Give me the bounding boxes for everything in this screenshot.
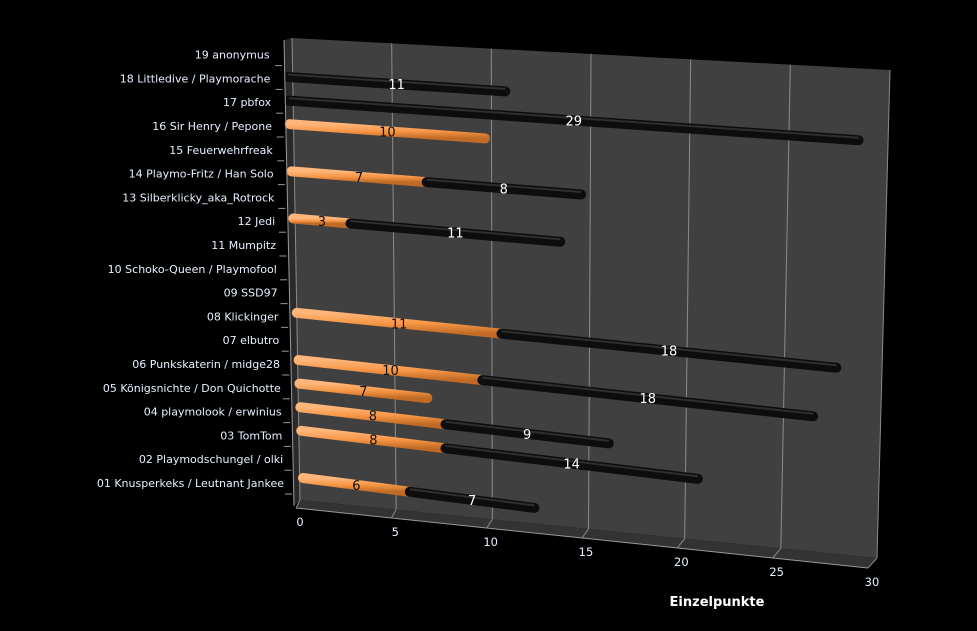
bar-highlight bbox=[426, 178, 582, 193]
category-label: 14 Playmo-Fritz / Han Solo bbox=[129, 168, 274, 181]
category-label: 11 Mumpitz bbox=[211, 239, 276, 252]
bar-series1 bbox=[294, 378, 433, 404]
category-label: 02 Playmodschungel / olki bbox=[139, 453, 283, 466]
data-label: 14 bbox=[563, 458, 580, 473]
category-label: 10 Schoko-Queen / Playmofool bbox=[108, 263, 277, 276]
bar-highlight bbox=[350, 220, 561, 241]
bar-series1 bbox=[295, 402, 451, 430]
bar-series1 bbox=[296, 425, 451, 454]
x-tick-label: 15 bbox=[579, 545, 594, 559]
category-label: 15 Feuerwehrfreak bbox=[169, 144, 273, 157]
data-label: 8 bbox=[369, 410, 377, 425]
data-label: 7 bbox=[359, 385, 367, 400]
category-label: 13 Silberklicky_aka_Rotrock bbox=[122, 191, 275, 204]
data-label: 18 bbox=[661, 345, 678, 360]
x-tick-label: 5 bbox=[392, 525, 399, 539]
x-tick-label: 0 bbox=[296, 515, 303, 529]
x-tick-label: 30 bbox=[865, 575, 880, 589]
category-label: 07 elbutro bbox=[223, 334, 280, 347]
data-label: 29 bbox=[565, 114, 582, 129]
bar-series2 bbox=[440, 443, 703, 484]
floor-gridline bbox=[581, 528, 589, 539]
x-axis-line bbox=[295, 507, 869, 569]
gridline bbox=[876, 69, 891, 559]
category-label: 17 pbfox bbox=[223, 96, 272, 109]
data-label: 10 bbox=[379, 125, 396, 140]
bar-series2 bbox=[421, 177, 587, 200]
bar-highlight bbox=[287, 73, 506, 90]
gridline bbox=[684, 59, 692, 539]
bar-series2 bbox=[496, 328, 842, 373]
floor-gridline bbox=[486, 519, 493, 529]
data-label: 10 bbox=[382, 364, 399, 379]
bar-series1 bbox=[291, 307, 507, 339]
gridline bbox=[291, 37, 301, 501]
category-label: 03 TomTom bbox=[220, 429, 282, 442]
gridline bbox=[780, 64, 791, 549]
bar-highlight bbox=[482, 376, 814, 415]
gridline bbox=[391, 43, 397, 510]
bar-series1 bbox=[284, 119, 491, 144]
data-label: 6 bbox=[352, 479, 360, 494]
data-label: 8 bbox=[369, 434, 377, 449]
bar-highlight bbox=[409, 488, 535, 507]
category-label: 08 Klickinger bbox=[207, 310, 279, 323]
y-axis-line bbox=[283, 39, 295, 507]
data-label: 18 bbox=[639, 392, 656, 407]
data-label: 9 bbox=[523, 428, 531, 443]
bar-highlight bbox=[288, 97, 859, 139]
category-label: 01 Knusperkeks / Leutnant Jankee bbox=[97, 477, 284, 490]
bar-highlight bbox=[501, 330, 837, 367]
data-label: 11 bbox=[447, 227, 464, 242]
data-label: 8 bbox=[500, 182, 508, 197]
side-wall bbox=[284, 38, 300, 506]
bar-series1 bbox=[298, 473, 415, 497]
gridline bbox=[490, 48, 493, 520]
bar-series2 bbox=[477, 375, 819, 422]
category-label: 09 SSD97 bbox=[224, 287, 278, 300]
bar-highlight bbox=[445, 420, 609, 442]
bar-series1 bbox=[286, 166, 432, 188]
bar-series2 bbox=[404, 486, 540, 513]
x-tick-label: 20 bbox=[674, 555, 689, 569]
category-label: 05 Königsnichte / Don Quichotte bbox=[103, 382, 281, 395]
bar-series1 bbox=[293, 355, 488, 386]
category-label: 06 Punkskaterin / midge28 bbox=[132, 358, 280, 371]
floor bbox=[296, 500, 877, 568]
category-label: 18 Littledive / Playmorache bbox=[120, 72, 271, 85]
bar-series2 bbox=[440, 419, 614, 449]
data-label: 11 bbox=[391, 317, 408, 332]
data-label: 7 bbox=[468, 494, 476, 509]
x-tick-label: 25 bbox=[769, 565, 784, 579]
data-label: 3 bbox=[318, 215, 326, 230]
floor-gridline bbox=[390, 509, 397, 519]
bar-series2 bbox=[345, 218, 566, 247]
category-label: 16 Sir Henry / Pepone bbox=[152, 120, 272, 133]
floor-gridline bbox=[772, 548, 782, 559]
bar-series2 bbox=[283, 72, 511, 97]
category-label: 12 Jedi bbox=[238, 215, 276, 228]
bar-series2 bbox=[283, 95, 864, 146]
gridline bbox=[588, 53, 592, 530]
category-label: 04 playmolook / erwinius bbox=[144, 406, 282, 419]
data-label: 11 bbox=[388, 78, 405, 93]
category-label: 19 anonymus bbox=[195, 49, 270, 62]
floor-gridline bbox=[676, 538, 686, 549]
x-axis-title: Einzelpunkte bbox=[670, 595, 765, 610]
bar-series1 bbox=[288, 213, 356, 229]
bar-highlight bbox=[445, 444, 699, 478]
floor-gridline bbox=[295, 499, 301, 509]
data-label: 7 bbox=[355, 171, 363, 186]
x-tick-label: 10 bbox=[483, 535, 498, 549]
floor-gridline bbox=[867, 557, 878, 569]
